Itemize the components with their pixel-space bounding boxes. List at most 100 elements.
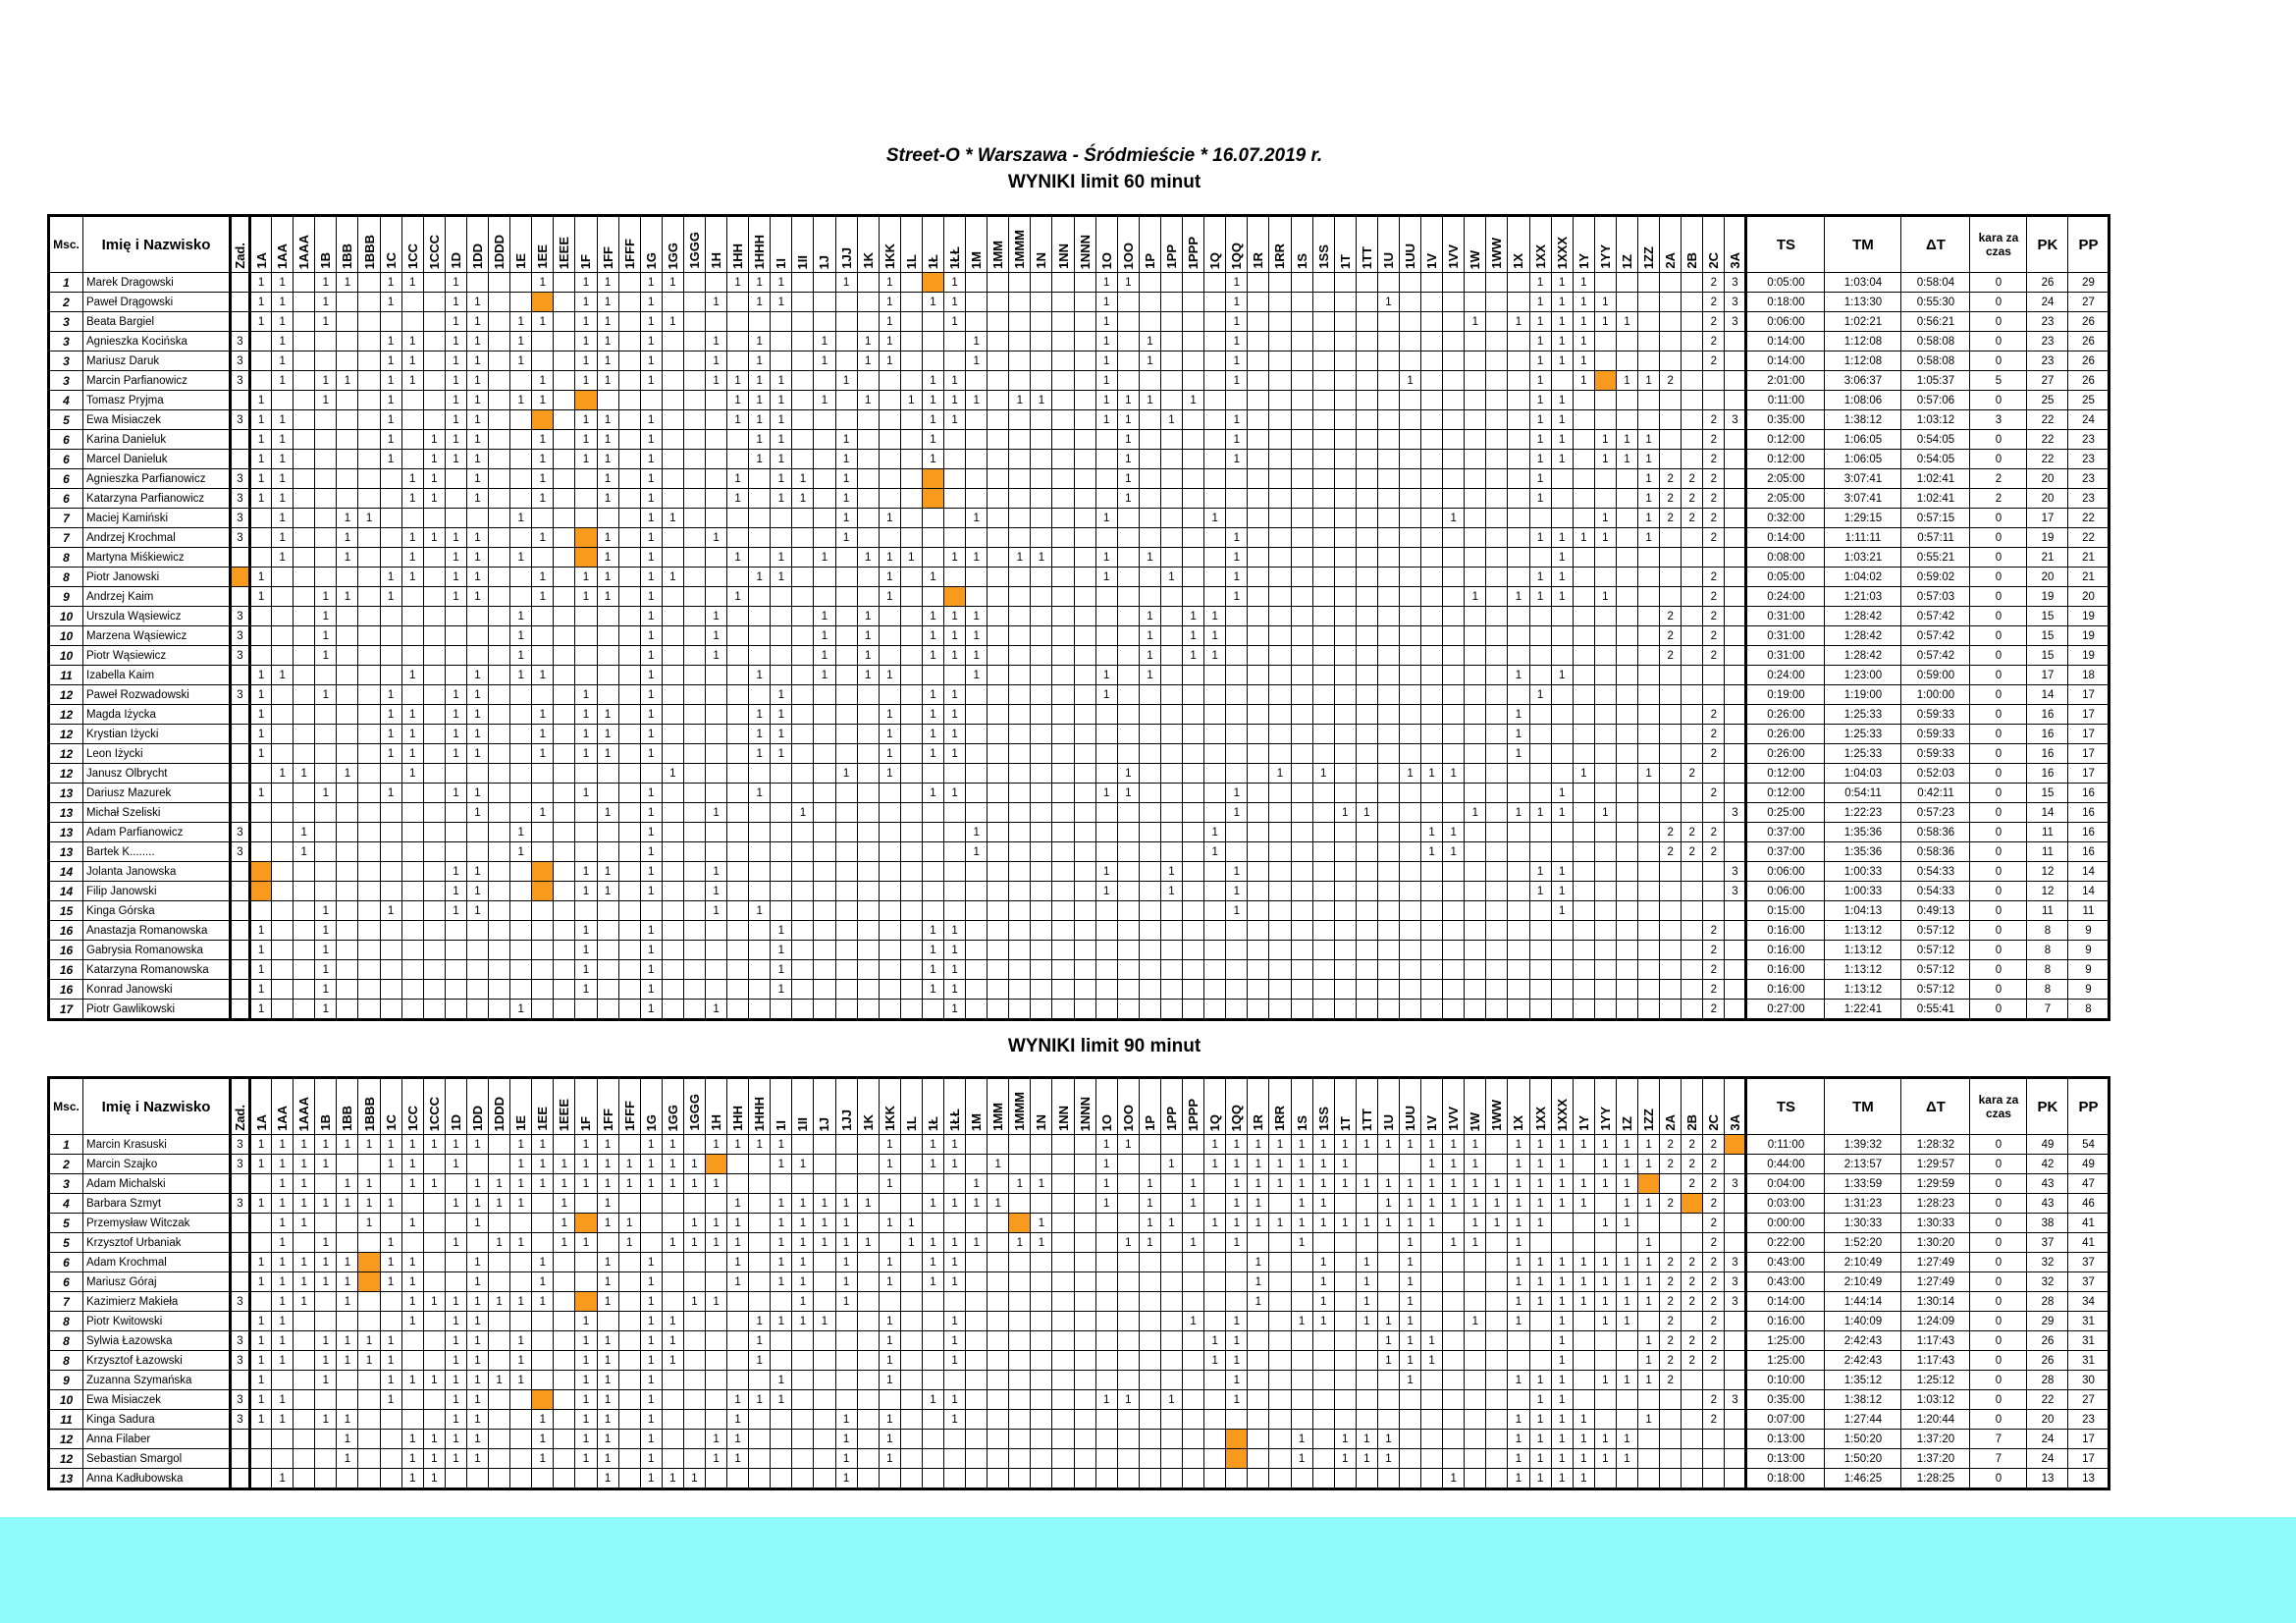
dt-cell: 0:59:00 <box>1900 665 1971 685</box>
control-cell-1A: 1 <box>248 724 273 744</box>
control-cell-1AAA <box>293 370 316 391</box>
pp-cell: 41 <box>2067 1232 2110 1253</box>
control-cell-1XXX: 1 <box>1550 881 1574 901</box>
control-cell-1R <box>1247 900 1270 921</box>
tm-cell: 1:13:12 <box>1824 959 1902 980</box>
control-cell-1I <box>770 586 793 607</box>
control-cell-1BB: 1 <box>336 1271 359 1292</box>
control-cell-1Ł: 1 <box>921 645 945 666</box>
zad-cell <box>230 665 251 685</box>
control-cell-1QQ: 1 <box>1225 783 1249 803</box>
control-cell-1WW <box>1485 724 1509 744</box>
control-cell-1Y <box>1572 1232 1595 1253</box>
control-cell-1YY: 1 <box>1593 1252 1617 1272</box>
control-cell-1QQ <box>1225 488 1249 509</box>
control-cell-1BB: 1 <box>336 1429 359 1449</box>
control-cell-1WW <box>1485 409 1509 430</box>
control-cell-1HHH <box>748 1448 772 1469</box>
control-cell-1EEE <box>553 645 576 666</box>
control-cell-1GG <box>661 900 684 921</box>
control-cell-1H: 1 <box>704 861 728 882</box>
tm-cell: 1:50:20 <box>1824 1429 1902 1449</box>
control-cell-1B: 1 <box>314 900 338 921</box>
control-cell-1UU <box>1398 999 1422 1020</box>
control-cell-1PPP <box>1182 724 1205 744</box>
control-cell-1F <box>574 547 598 568</box>
control-cell-1A: 1 <box>248 1271 273 1292</box>
control-cell-1CCC <box>422 743 446 764</box>
control-cell-1J: 1 <box>813 1193 836 1214</box>
control-cell-1EE <box>531 920 555 941</box>
control-cell-1C: 1 <box>379 783 402 803</box>
header-control-1AAA: 1AAA <box>293 1077 316 1135</box>
control-cell-1U <box>1376 586 1400 607</box>
control-cell-1FF <box>596 606 619 626</box>
zad-cell: 3 <box>230 468 251 489</box>
control-cell-1II: 1 <box>791 1193 815 1214</box>
control-cell-1XX: 1 <box>1528 527 1552 548</box>
control-cell-1V <box>1420 488 1444 509</box>
control-cell-1ŁŁ <box>942 527 967 548</box>
header-control-1EEE: 1EEE <box>553 215 576 273</box>
control-cell-1HHH <box>748 802 772 823</box>
control-cell-1QQ <box>1225 684 1249 705</box>
table-row: 13 Adam Parfianowicz 3 1 1 1 1 1 1 1 2 2 2 0:37:00 1:3… <box>48 822 2110 842</box>
control-cell-1PP <box>1159 1429 1184 1449</box>
control-cell-1ZZ <box>1636 409 1661 430</box>
header-control-1I: 1I <box>770 1077 793 1135</box>
pp-cell: 49 <box>2067 1154 2110 1174</box>
header-control-1UU: 1UU <box>1398 1077 1422 1135</box>
control-cell-2A: 2 <box>1659 508 1682 528</box>
control-cell-1HHH <box>748 822 772 842</box>
control-cell-1DDD <box>488 900 511 921</box>
control-cell-1PP <box>1159 802 1184 823</box>
control-cell-1Z <box>1615 351 1639 371</box>
control-cell-1DD: 1 <box>465 488 490 509</box>
control-cell-1A <box>248 881 273 901</box>
control-cell-1BB <box>336 841 359 862</box>
control-cell-1HH: 1 <box>726 1448 750 1469</box>
control-cell-2C: 2 <box>1702 959 1726 980</box>
dt-cell: 0:55:30 <box>1900 292 1971 312</box>
control-cell-1RR <box>1268 1252 1292 1272</box>
control-cell-1DD <box>465 920 490 941</box>
penalty-cell: 0 <box>1969 311 2028 332</box>
control-cell-1QQ: 1 <box>1225 331 1249 352</box>
table-row: 2 Marcin Szajko 3 1 1 1 1 1 1 1 1 1 1 1 1 1 1 1 1 1 1 1 1 1 1 1 1 1… <box>48 1154 2110 1174</box>
control-cell-1CCC <box>422 409 446 430</box>
control-cell-1O: 1 <box>1095 272 1118 293</box>
header-kara: kara za czas <box>1969 215 2028 273</box>
control-cell-1KK: 1 <box>878 567 901 587</box>
control-cell-1V <box>1420 645 1444 666</box>
tm-cell: 1:04:03 <box>1824 763 1902 784</box>
control-cell-1Ł <box>921 1330 945 1351</box>
control-cell-1VV <box>1442 547 1466 568</box>
header-control-1B: 1B <box>314 1077 338 1135</box>
control-cell-1I <box>770 841 793 862</box>
control-cell-1KK <box>878 429 901 450</box>
control-cell-1MMM: 1 <box>1008 547 1032 568</box>
penalty-cell: 0 <box>1969 625 2028 646</box>
control-cell-1EE <box>531 861 555 882</box>
control-cell-1B <box>314 429 338 450</box>
control-cell-1SS <box>1311 1389 1335 1410</box>
control-cell-1PPP <box>1182 468 1205 489</box>
control-cell-1UU <box>1398 802 1422 823</box>
control-cell-1MM <box>987 959 1010 980</box>
control-cell-1M: 1 <box>965 351 988 371</box>
control-cell-1EE: 1 <box>531 1134 555 1155</box>
control-cell-1AAA <box>293 802 316 823</box>
dt-cell: 0:58:08 <box>1900 351 1971 371</box>
control-cell-1MMM <box>1008 743 1032 764</box>
control-cell-1WW <box>1485 488 1509 509</box>
control-cell-1AA <box>271 704 294 725</box>
control-cell-2A <box>1659 1213 1682 1233</box>
control-cell-1MMM <box>1008 881 1032 901</box>
control-cell-1NN <box>1051 1370 1075 1390</box>
control-cell-1B: 1 <box>314 586 338 607</box>
penalty-cell: 0 <box>1969 724 2028 744</box>
control-cell-1WW <box>1485 586 1509 607</box>
control-cell-1ŁŁ: 1 <box>942 272 967 293</box>
control-cell-1FFF <box>617 783 641 803</box>
control-cell-1I: 1 <box>770 1213 793 1233</box>
